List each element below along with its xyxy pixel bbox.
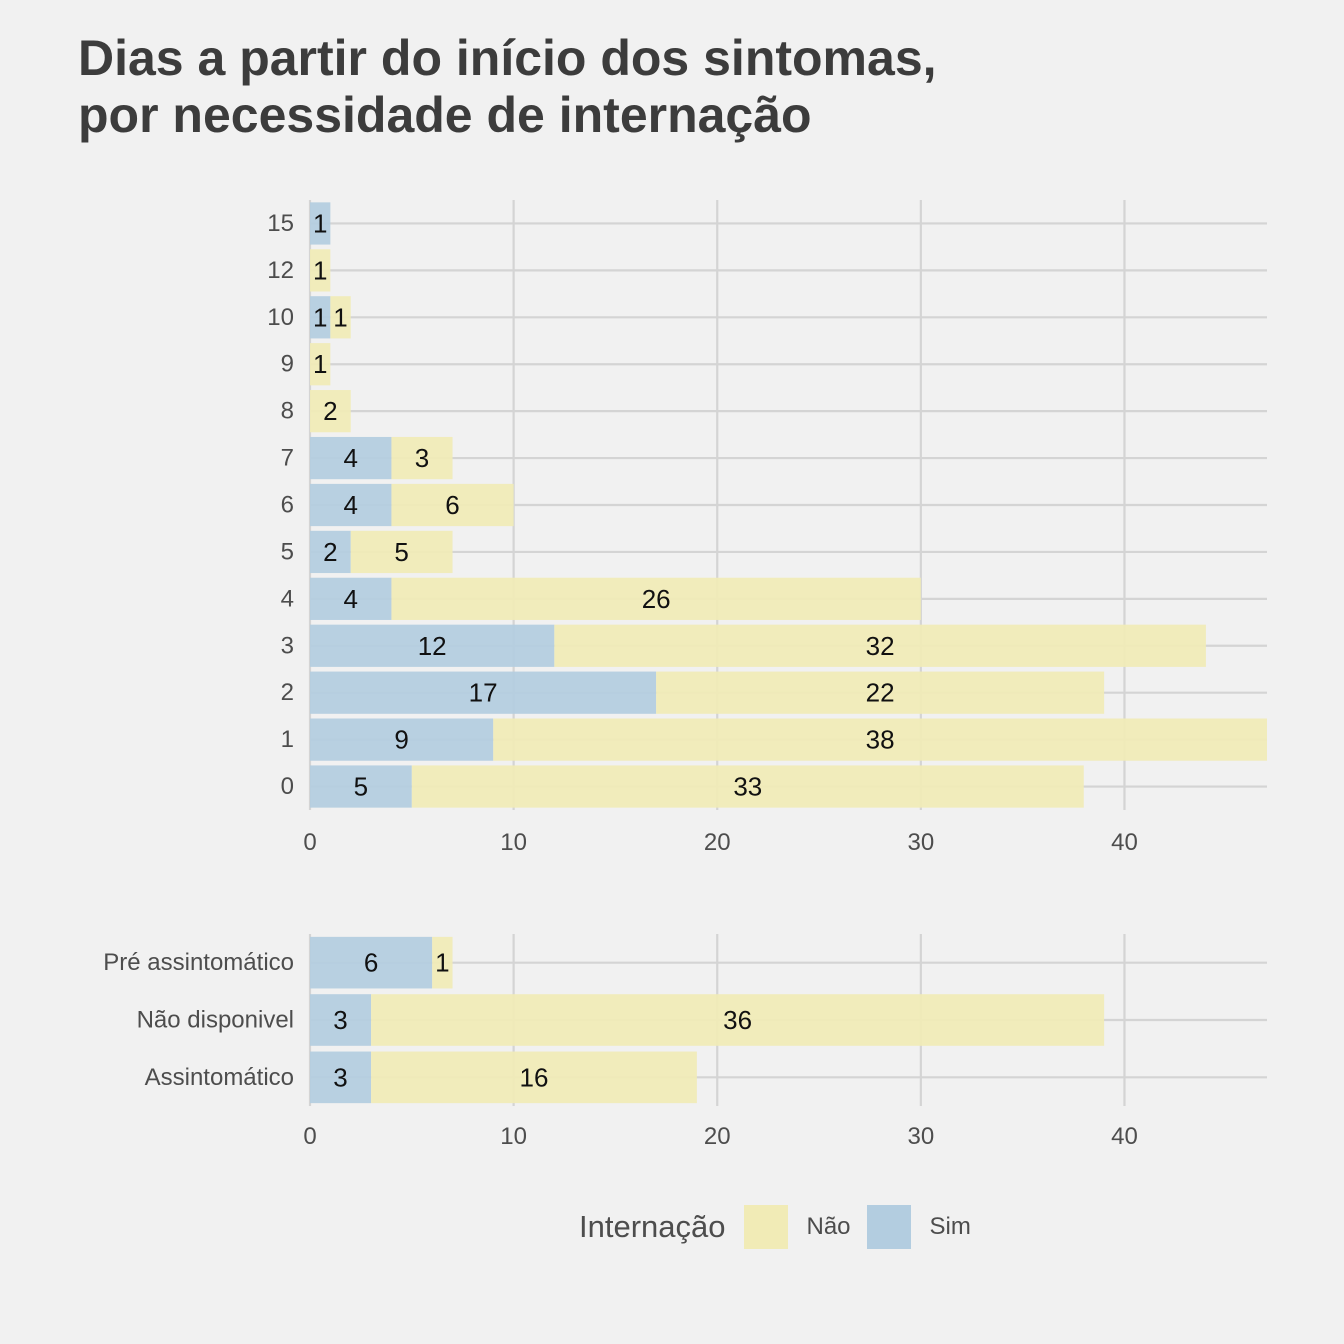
bar-nao <box>656 671 1105 714</box>
bar-nao <box>411 765 1084 808</box>
legend: Internação Não Sim <box>579 1205 987 1249</box>
bar-sim <box>310 671 657 714</box>
y-tick-label: 1 <box>281 726 294 753</box>
x-tick-label: 40 <box>1111 1123 1138 1150</box>
bar-nao <box>310 343 331 386</box>
y-tick-label: 3 <box>281 632 294 659</box>
data-label-nao: 1 <box>435 948 449 978</box>
data-label-sim: 9 <box>394 725 408 755</box>
bar-nao <box>371 1051 697 1104</box>
chart-title-line-2: por necessidade de internação <box>78 87 812 143</box>
bar-sim <box>310 765 412 808</box>
x-tick-label: 40 <box>1111 829 1138 856</box>
data-label-nao: 16 <box>520 1062 549 1092</box>
data-label-sim: 12 <box>418 631 447 661</box>
data-label-nao: 6 <box>445 490 459 520</box>
data-label-sim: 3 <box>333 1005 347 1035</box>
y-tick-label: 4 <box>281 585 294 612</box>
bar-nao <box>391 483 514 527</box>
bar-sim <box>310 577 392 620</box>
data-label-sim: 2 <box>323 537 337 567</box>
data-label-nao: 36 <box>723 1005 752 1035</box>
bar-sim <box>310 436 392 480</box>
data-label-sim: 4 <box>343 443 357 473</box>
data-label-sim: 17 <box>469 678 498 708</box>
data-label-nao: 2 <box>323 396 337 426</box>
bar-nao <box>432 936 453 989</box>
panel-status: 3 16 Assintomático 3 36 Não disponivel 6 1 Pré a… <box>103 934 1267 1150</box>
chart-title: Dias a partir do início dos sintomas, po… <box>78 30 937 144</box>
data-label-nao: 1 <box>333 302 347 332</box>
bar-sim <box>310 1051 372 1104</box>
legend-label-nao: Não <box>806 1213 851 1240</box>
y-tick-label: Não disponivel <box>137 1007 294 1034</box>
bar-sim <box>310 718 494 761</box>
bar-nao <box>310 390 351 433</box>
data-label-sim: 3 <box>333 1062 347 1092</box>
data-label-nao: 5 <box>394 537 408 567</box>
y-tick-label: 5 <box>281 538 294 565</box>
bar-nao <box>391 436 453 480</box>
bar-nao <box>391 577 921 620</box>
chart-title-line-1: Dias a partir do início dos sintomas, <box>78 30 937 86</box>
legend-item-nao: Não <box>743 1205 851 1249</box>
y-tick-label: Pré assintomático <box>103 949 294 976</box>
bar-nao <box>350 530 453 574</box>
bar-sim <box>310 624 555 667</box>
data-label-sim: 1 <box>313 302 327 332</box>
data-label-sim: 1 <box>313 208 327 238</box>
data-label-nao: 1 <box>313 349 327 379</box>
y-tick-label: 15 <box>267 210 294 237</box>
x-tick-label: 0 <box>303 1123 316 1150</box>
data-label-nao: 1 <box>313 255 327 285</box>
x-tick-label: 10 <box>500 1123 527 1150</box>
y-tick-label: 10 <box>267 304 294 331</box>
y-tick-label: 9 <box>281 351 294 378</box>
y-tick-label: 8 <box>281 398 294 425</box>
bar-nao <box>310 249 331 292</box>
data-label-sim: 4 <box>343 490 357 520</box>
data-label-nao: 33 <box>733 772 762 802</box>
bar-nao <box>330 296 351 339</box>
x-tick-label: 30 <box>907 829 934 856</box>
x-tick-label: 10 <box>500 829 527 856</box>
y-tick-label: Assintomático <box>145 1064 294 1091</box>
y-tick-label: 2 <box>281 679 294 706</box>
legend-label-sim: Sim <box>929 1213 971 1240</box>
data-label-nao: 3 <box>415 443 429 473</box>
bar-nao <box>554 624 1206 667</box>
bar-sim <box>310 202 331 245</box>
data-label-nao: 26 <box>642 584 671 614</box>
x-tick-label: 30 <box>907 1123 934 1150</box>
bar-sim <box>310 296 331 339</box>
bar-nao <box>493 718 1267 761</box>
bar-nao <box>371 994 1105 1046</box>
data-label-sim: 6 <box>364 948 378 978</box>
bar-sim <box>310 530 351 574</box>
data-label-nao: 32 <box>866 631 895 661</box>
x-tick-label: 20 <box>704 1123 731 1150</box>
data-label-sim: 5 <box>354 772 368 802</box>
y-tick-label: 6 <box>281 492 294 519</box>
bar-sim <box>310 483 392 527</box>
y-tick-label: 0 <box>281 773 294 800</box>
data-label-nao: 38 <box>866 725 895 755</box>
legend-key-sim <box>866 1205 911 1249</box>
legend-title: Internação <box>579 1209 726 1244</box>
data-label-sim: 4 <box>343 584 357 614</box>
y-tick-label: 12 <box>267 257 294 284</box>
x-tick-label: 0 <box>303 829 316 856</box>
legend-item-sim: Sim <box>866 1205 971 1249</box>
legend-key-nao <box>743 1205 788 1249</box>
bar-sim <box>310 936 433 989</box>
y-tick-label: 7 <box>281 445 294 472</box>
x-tick-label: 20 <box>704 829 731 856</box>
data-label-nao: 22 <box>866 678 895 708</box>
bar-sim <box>310 994 372 1046</box>
